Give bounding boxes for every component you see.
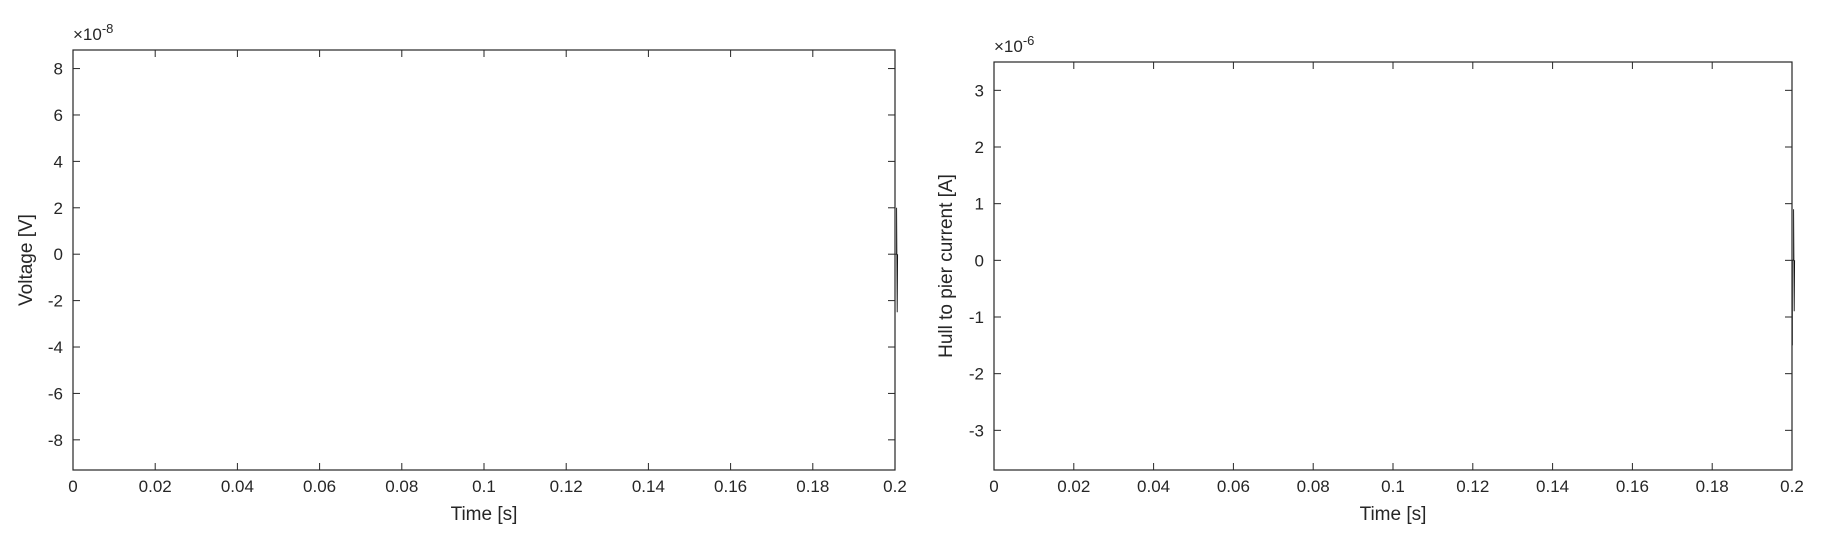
x-axis-label: Time [s] [1360, 504, 1427, 525]
x-tick-label: 0.06 [1217, 477, 1250, 496]
x-tick-label: 0.2 [883, 477, 907, 496]
x-tick-label: 0.06 [303, 477, 336, 496]
x-tick-label: 0.16 [714, 477, 747, 496]
x-tick-label: 0.1 [472, 477, 496, 496]
y-tick-label: -1 [969, 308, 984, 327]
y-tick-label: 2 [975, 138, 984, 157]
axes-frame [72, 49, 896, 471]
y-tick-label: 0 [975, 251, 984, 270]
y-exponent-label: ×10-8 [73, 21, 113, 44]
x-tick-label: 0.12 [1456, 477, 1489, 496]
x-tick-label: 0.08 [385, 477, 418, 496]
y-tick-label: -2 [48, 292, 63, 311]
x-tick-label: 0.18 [1696, 477, 1729, 496]
axes-frame [993, 61, 1793, 471]
y-tick-label: 0 [54, 245, 63, 264]
x-tick-label: 0.18 [796, 477, 829, 496]
x-tick-label: 0.14 [1536, 477, 1569, 496]
x-tick-label: 0.02 [1057, 477, 1090, 496]
y-tick-label: 1 [975, 195, 984, 214]
y-tick-label: -8 [48, 431, 63, 450]
x-tick-label: 0.1 [1381, 477, 1405, 496]
chart-2: 0 0.02 0.04 0.06 0.08 0.1 0.12 0.14 0.16 0.18 0.2 -… [936, 33, 1804, 525]
x-tick-label: 0.2 [1780, 477, 1804, 496]
y-axis-label: Hull to pier current [A] [936, 174, 957, 358]
x-tick-label: 0.08 [1297, 477, 1330, 496]
y-tick-label: -6 [48, 384, 63, 403]
y-exponent-label: ×10-6 [994, 33, 1034, 56]
y-tick-label: -2 [969, 365, 984, 384]
y-tick-label: 4 [54, 152, 63, 171]
y-tick-label: 8 [54, 60, 63, 79]
x-tick-label: 0.02 [139, 477, 172, 496]
x-tick-label: 0.04 [1137, 477, 1170, 496]
x-tick-label: 0 [989, 477, 998, 496]
y-tick-label: 2 [54, 199, 63, 218]
x-tick-label: 0.12 [550, 477, 583, 496]
x-tick-label: 0.14 [632, 477, 665, 496]
y-axis-label: Voltage [V] [16, 214, 37, 306]
chart-1: 0 0.02 0.04 0.06 0.08 0.1 0.12 0.14 0.16 0.18 0.2 -… [16, 21, 907, 525]
x-tick-label: 0.04 [221, 477, 254, 496]
y-tick-label: -4 [48, 338, 63, 357]
x-axis-label: Time [s] [451, 504, 518, 525]
y-tick-label: 3 [975, 81, 984, 100]
x-tick-label: 0 [68, 477, 77, 496]
y-tick-label: -3 [969, 421, 984, 440]
y-tick-label: 6 [54, 106, 63, 125]
x-tick-label: 0.16 [1616, 477, 1649, 496]
